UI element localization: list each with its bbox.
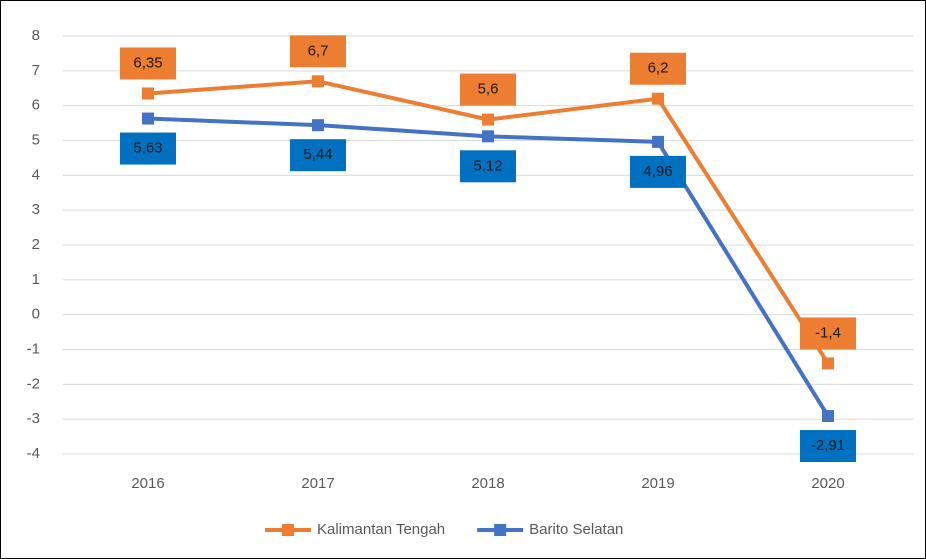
legend-marker bbox=[282, 524, 294, 536]
data-label: 5,12 bbox=[473, 157, 502, 174]
y-tick-label: -3 bbox=[27, 410, 40, 427]
y-tick-label: 3 bbox=[32, 201, 40, 218]
data-label: -1,4 bbox=[815, 324, 841, 341]
data-label-box bbox=[800, 317, 856, 350]
data-label-box bbox=[630, 155, 686, 188]
data-label: -2,91 bbox=[811, 437, 845, 454]
x-tick-label: 2020 bbox=[811, 475, 844, 492]
x-tick-label: 2018 bbox=[471, 475, 504, 492]
marker bbox=[482, 130, 494, 143]
data-label: 4,96 bbox=[643, 163, 672, 180]
marker bbox=[142, 112, 154, 125]
x-tick-label: 2019 bbox=[641, 475, 674, 492]
data-label-box bbox=[290, 139, 346, 172]
data-label-box bbox=[800, 430, 856, 463]
marker bbox=[822, 357, 834, 370]
y-tick-label: 7 bbox=[32, 62, 40, 79]
data-label-box bbox=[120, 132, 176, 165]
legend-marker bbox=[494, 524, 507, 536]
data-label: 5,6 bbox=[478, 81, 499, 98]
x-tick-label: 2016 bbox=[131, 475, 164, 492]
y-tick-label: -1 bbox=[27, 340, 40, 357]
marker bbox=[482, 113, 494, 126]
y-tick-label: 2 bbox=[32, 236, 40, 253]
y-tick-label: 1 bbox=[32, 271, 40, 288]
marker bbox=[652, 92, 664, 105]
data-label: 6,7 bbox=[308, 42, 329, 59]
data-label: 6,35 bbox=[133, 54, 162, 71]
data-label-box bbox=[290, 35, 346, 68]
y-tick-label: -2 bbox=[27, 375, 40, 392]
data-label-box bbox=[120, 47, 176, 80]
legend-label: Kalimantan Tengah bbox=[317, 521, 445, 538]
data-label-box bbox=[460, 73, 516, 106]
marker bbox=[652, 135, 664, 148]
y-tick-label: 0 bbox=[32, 306, 40, 323]
marker bbox=[312, 119, 324, 132]
y-tick-label: 8 bbox=[32, 27, 40, 44]
data-label: 6,2 bbox=[648, 60, 669, 77]
marker bbox=[142, 87, 154, 100]
marker bbox=[822, 410, 834, 423]
y-tick-label: 5 bbox=[32, 131, 40, 148]
y-tick-label: -4 bbox=[27, 445, 40, 462]
marker bbox=[312, 75, 324, 88]
data-label-box bbox=[630, 52, 686, 85]
y-tick-label: 6 bbox=[32, 97, 40, 114]
data-label: 5,44 bbox=[303, 146, 332, 163]
data-label-box bbox=[460, 150, 516, 183]
x-tick-label: 2017 bbox=[301, 475, 334, 492]
legend-label: Barito Selatan bbox=[529, 521, 623, 538]
data-label: 5,63 bbox=[133, 140, 162, 157]
y-tick-label: 4 bbox=[32, 166, 40, 183]
